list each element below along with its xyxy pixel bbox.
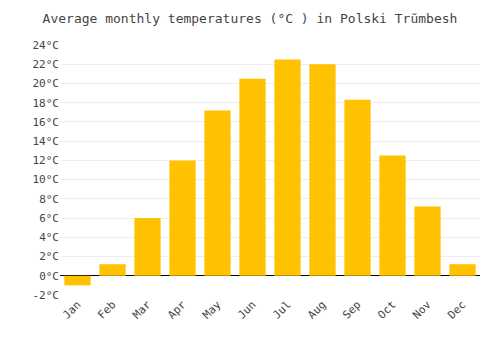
svg-text:12°C: 12°C <box>33 154 60 167</box>
svg-text:10°C: 10°C <box>33 173 60 186</box>
svg-text:20°C: 20°C <box>33 77 60 90</box>
svg-text:0°C: 0°C <box>39 270 59 283</box>
svg-text:Jul: Jul <box>270 298 293 321</box>
svg-text:May: May <box>200 298 224 322</box>
svg-text:22°C: 22°C <box>33 58 60 71</box>
svg-text:18°C: 18°C <box>33 97 60 110</box>
svg-text:Oct: Oct <box>375 298 398 321</box>
svg-text:4°C: 4°C <box>39 231 59 244</box>
svg-text:14°C: 14°C <box>33 135 60 148</box>
svg-text:Average monthly temperatures (: Average monthly temperatures (°C ) in Po… <box>43 11 458 26</box>
svg-text:24°C: 24°C <box>33 39 60 52</box>
svg-text:Jun: Jun <box>235 298 258 321</box>
svg-text:Feb: Feb <box>95 298 118 321</box>
svg-text:2°C: 2°C <box>39 250 59 263</box>
svg-text:Sep: Sep <box>340 298 363 321</box>
svg-text:Aug: Aug <box>305 298 328 321</box>
svg-text:Mar: Mar <box>130 298 154 322</box>
svg-text:8°C: 8°C <box>39 193 59 206</box>
svg-text:6°C: 6°C <box>39 212 59 225</box>
svg-text:Nov: Nov <box>410 298 434 322</box>
svg-text:Dec: Dec <box>445 298 468 321</box>
svg-text:Apr: Apr <box>165 298 189 322</box>
svg-text:-2°C: -2°C <box>33 289 60 302</box>
svg-text:16°C: 16°C <box>33 116 60 129</box>
svg-text:Jan: Jan <box>60 298 83 321</box>
